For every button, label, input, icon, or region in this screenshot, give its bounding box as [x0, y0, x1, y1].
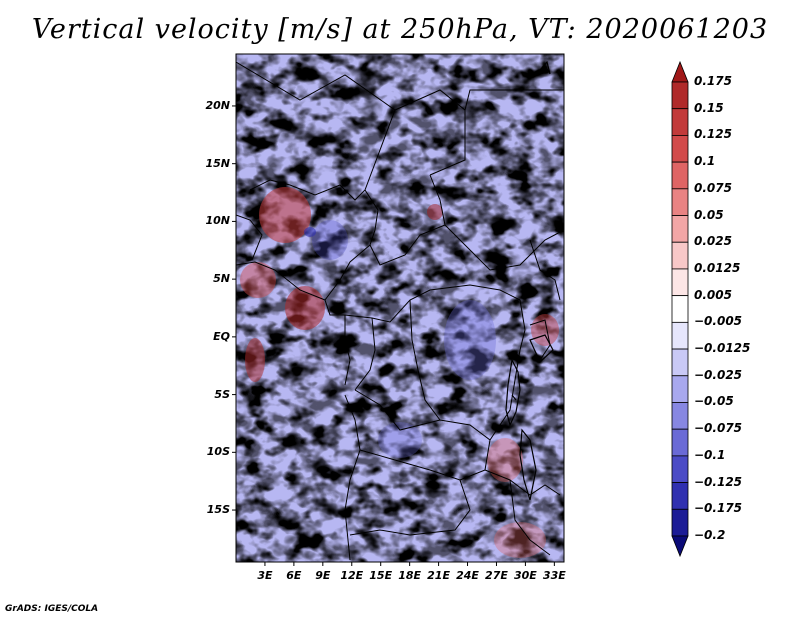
country-borders [236, 61, 564, 561]
colorbar-band [671, 455, 689, 483]
colorbar-band [671, 268, 689, 297]
lon-label: 6E [286, 569, 302, 582]
velocity-field [236, 54, 564, 562]
colorbar-level-label: 0.005 [694, 287, 732, 302]
lat-label: 15N [205, 156, 230, 170]
colorbar-level-label: −0.0125 [694, 341, 751, 356]
colorbar-level-label: 0.025 [694, 234, 732, 249]
lon-label: 3E [257, 569, 273, 582]
lat-label: 15S [206, 503, 230, 517]
lon-label: 30E [513, 569, 537, 582]
lon-label: 21E [427, 569, 450, 582]
lon-label: 9E [315, 569, 331, 582]
colorbar-top-arrow [671, 60, 689, 83]
lat-label: 20N [205, 98, 230, 112]
colorbar-band [671, 215, 689, 243]
colorbar-bottom-arrow [671, 535, 689, 558]
colorbar-band [671, 161, 689, 190]
lat-label: 5S [214, 387, 230, 401]
colorbar [671, 60, 689, 558]
colorbar-band [671, 321, 689, 350]
colorbar-band [671, 188, 689, 216]
colorbar-band [671, 348, 689, 377]
colorbar-level-label: −0.025 [694, 367, 743, 382]
colorbar-level-label: −0.1 [694, 447, 726, 462]
lakes [505, 60, 554, 501]
colorbar-level-label: −0.2 [694, 528, 726, 542]
colorbar-level-label: 0.175 [694, 74, 732, 88]
lat-label: 10N [205, 214, 230, 228]
colorbar-band [671, 81, 689, 110]
colorbar-band [671, 428, 689, 457]
colorbar-band [671, 375, 689, 403]
colorbar-level-label: −0.05 [694, 394, 734, 409]
lon-label: 18E [398, 569, 422, 582]
lat-ticks [232, 105, 236, 511]
lat-label: 10S [206, 445, 230, 459]
colorbar-level-label: 0.075 [694, 180, 732, 195]
colorbar-level-label: −0.005 [694, 314, 743, 329]
page-title: Vertical velocity [m/s] at 250hPa, VT: 2… [31, 14, 769, 45]
colorbar-band [671, 295, 689, 323]
colorbar-level-label: −0.075 [694, 421, 743, 436]
colorbar-level-label: −0.125 [694, 474, 743, 489]
lon-label: 15E [369, 569, 393, 582]
colorbar-level-label: 0.15 [694, 100, 724, 115]
colorbar-band [671, 402, 689, 430]
colorbar-level-label: 0.1 [694, 154, 716, 169]
colorbar-band [671, 108, 689, 136]
lon-label: 24E [456, 569, 479, 582]
colorbar-band [671, 241, 689, 270]
lon-label: 27E [485, 569, 508, 582]
lon-label: 12E [340, 569, 364, 582]
lat-label: 5N [213, 272, 230, 286]
colorbar-level-label: −0.175 [694, 501, 743, 516]
lon-label: 33E [542, 569, 566, 582]
colorbar-band [671, 508, 689, 537]
colorbar-level-label: 0.0125 [694, 260, 741, 275]
lat-label: EQ [213, 329, 230, 343]
credit-text: GrADS: IGES/COLA [5, 604, 99, 614]
colorbar-level-label: 0.05 [694, 207, 724, 222]
colorbar-band [671, 482, 689, 510]
map-frame [235, 53, 565, 563]
lon-ticks [264, 562, 555, 566]
colorbar-level-label: 0.125 [694, 127, 732, 142]
colorbar-band [671, 135, 689, 163]
